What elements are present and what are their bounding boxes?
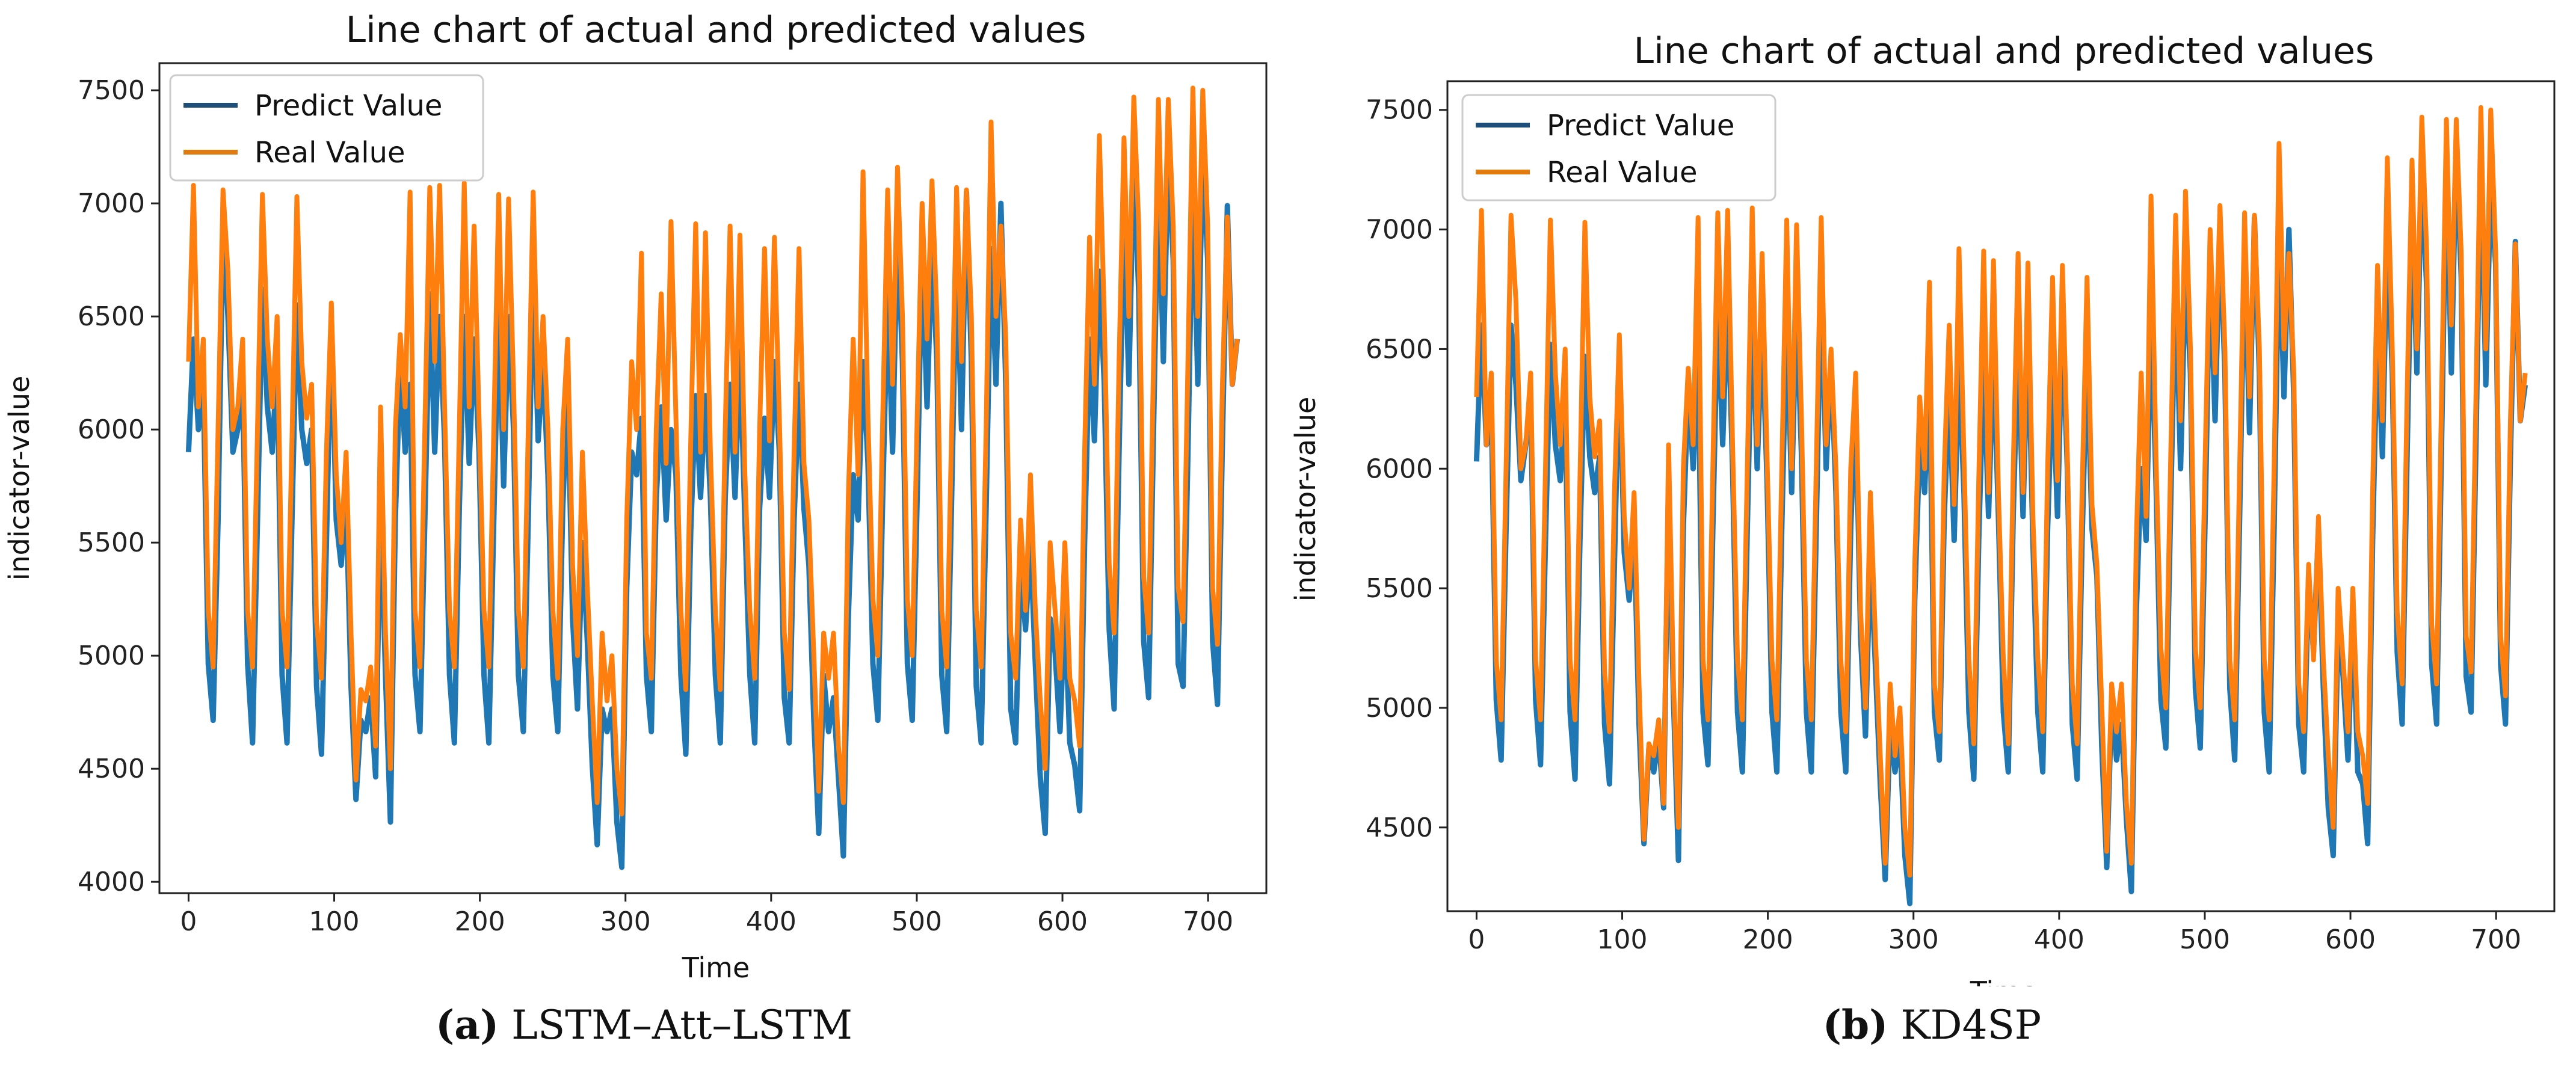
legend-box [1461,94,1776,201]
x-tick-label: 600 [2325,924,2376,955]
y-tick-label: 7000 [1366,215,1433,245]
y-tick-label: 4500 [78,754,145,784]
y-tick-label: 5500 [78,527,145,558]
y-tick-label: 4500 [1366,813,1433,843]
x-tick-label: 400 [746,906,797,937]
x-tick-label: 500 [2180,924,2230,955]
caption-a-letter: (a) [435,1001,499,1048]
x-tick-label: 300 [1888,924,1939,955]
x-axis-label: Time [682,951,750,984]
caption-b-text: KD4SP [1888,1002,2042,1048]
y-tick-label: 6000 [1366,453,1433,484]
legend: Predict Value Real Value [1461,94,1776,201]
y-tick-label: 4000 [78,867,145,897]
caption-b-letter: (b) [1822,1001,1888,1048]
y-tick-label: 5500 [1366,573,1433,604]
x-tick-label: 200 [455,906,505,937]
x-axis-label: Time [1970,976,2038,986]
x-tick-label: 0 [180,906,197,937]
y-axis-label: indicator-value [1289,397,1322,602]
y-tick-label: 6500 [1366,334,1433,364]
series-line-real [186,85,1240,817]
x-tick-label: 100 [1597,924,1648,955]
chart-panel-a: Line chart of actual and predicted value… [0,9,1288,1048]
caption-a-text: LSTM–Att–LSTM [499,1002,853,1048]
line-chart-b: Line chart of actual and predicted value… [1289,30,2556,986]
legend-label-real: Real Value [254,136,405,170]
legend-label-real: Real Value [1547,156,1698,189]
y-tick-label: 5000 [1366,693,1433,724]
x-tick-label: 500 [892,906,942,937]
legend: Predict Value Real Value [169,74,484,182]
chart-panel-b: Line chart of actual and predicted value… [1288,0,2576,1091]
y-tick-label: 7500 [78,75,145,106]
y-axis-label: indicator-value [3,376,35,581]
x-tick-label: 300 [600,906,651,937]
x-tick-label: 400 [2034,924,2085,955]
plot-frame [1446,80,2556,912]
x-tick-label: 0 [1468,924,1485,955]
x-tick-label: 200 [1743,924,1793,955]
series-line-real [1474,105,2528,878]
y-tick-label: 7000 [78,188,145,219]
plot-frame [158,62,1268,894]
x-tick-label: 700 [1183,906,1233,937]
chart-title: Line chart of actual and predicted value… [1634,30,2374,72]
x-tick-label: 600 [1037,906,1088,937]
y-tick-label: 5000 [78,641,145,671]
chart-title: Line chart of actual and predicted value… [346,9,1086,51]
y-tick-label: 7500 [1366,95,1433,126]
legend-box [169,74,484,182]
legend-label-predict: Predict Value [254,89,442,123]
legend-label-predict: Predict Value [1547,109,1734,143]
caption-a: (a) LSTM–Att–LSTM [0,1001,1288,1048]
x-tick-label: 100 [309,906,360,937]
caption-b: (b) KD4SP [1288,1001,2576,1048]
y-tick-label: 6500 [78,301,145,332]
line-chart-a: Line chart of actual and predicted value… [3,9,1268,984]
x-tick-label: 700 [2471,924,2521,955]
y-tick-label: 6000 [78,414,145,445]
